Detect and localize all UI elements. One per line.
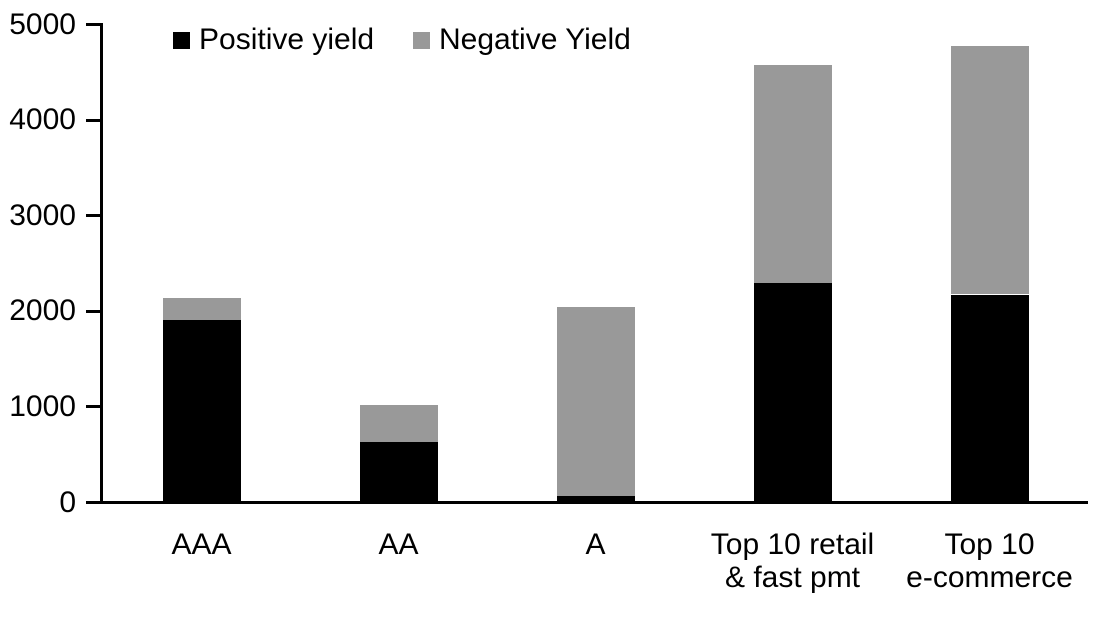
y-tick-label: 3000	[9, 198, 76, 232]
legend-item-negative-yield: Negative Yield	[413, 24, 631, 56]
bar-segment-top-10-retail-fast-pmt-positive-yield	[753, 283, 832, 501]
y-tick-label: 0	[59, 485, 76, 519]
y-tick-label: 5000	[9, 7, 76, 41]
bar-segment-top-10-e-commerce-positive-yield	[950, 294, 1029, 501]
y-tick-label: 1000	[9, 389, 76, 423]
y-tick-mark	[86, 214, 100, 218]
y-tick-mark	[86, 405, 100, 409]
bar-segment-a-negative-yield	[556, 306, 635, 497]
bar-segment-aaa-positive-yield	[162, 320, 241, 501]
x-axis-label-top-10-retail-fast-pmt: Top 10 retail & fast pmt	[710, 528, 875, 594]
bar-segment-aaa-negative-yield	[162, 298, 241, 321]
bar-segment-top-10-e-commerce-negative-yield	[950, 45, 1029, 295]
y-tick-label: 4000	[9, 103, 76, 137]
bar-segment-a-positive-yield	[556, 496, 635, 501]
legend-swatch-negative-yield	[413, 31, 430, 49]
y-tick-mark	[86, 309, 100, 313]
legend-swatch-positive-yield	[173, 31, 190, 49]
x-axis-line	[100, 501, 1088, 504]
legend-label-positive-yield: Positive yield	[199, 23, 375, 56]
bar-segment-aa-positive-yield	[359, 441, 438, 501]
x-axis-label-top-10-e-commerce: Top 10 e-commerce	[906, 528, 1073, 594]
y-tick-label: 2000	[9, 294, 76, 328]
y-tick-mark	[86, 118, 100, 122]
bar-segment-aa-negative-yield	[359, 405, 438, 442]
legend-item-positive-yield: Positive yield	[173, 24, 374, 56]
bar-segment-top-10-retail-fast-pmt-negative-yield	[753, 65, 832, 284]
y-tick-mark	[86, 501, 100, 504]
y-axis-line	[100, 23, 103, 504]
x-axis-label-aaa: AAA	[171, 528, 232, 561]
x-axis-label-aa: AA	[378, 528, 419, 561]
y-tick-mark	[86, 23, 100, 26]
legend-label-negative-yield: Negative Yield	[439, 23, 631, 56]
x-axis-label-a: A	[585, 528, 606, 561]
